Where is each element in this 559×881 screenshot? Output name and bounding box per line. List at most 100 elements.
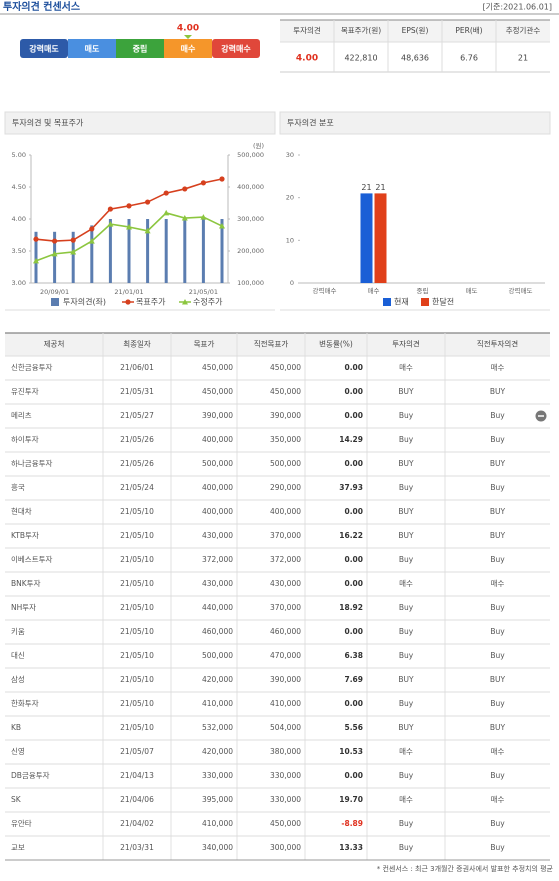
table-cell: 400,000 [202,435,233,444]
table-cell: Buy [490,651,505,660]
table-header: 직전투자의견 [477,339,518,349]
table-cell: BUY [398,387,414,396]
bar [201,219,205,283]
summary-value: 6.76 [460,54,478,63]
table-cell: 450,000 [270,363,301,372]
y-tick-label: 3.00 [12,279,26,287]
legend-label: 목표주가 [136,298,166,307]
table-cell: 매수 [399,579,413,588]
summary-header: 투자의견 [293,25,321,35]
table-cell: 390,000 [270,411,301,420]
legend-label: 현재 [394,298,409,307]
bar [360,193,373,283]
bar [108,219,112,283]
bar [53,231,57,283]
rating-label: 매도 [85,44,100,54]
y2-tick-label: 300,000 [237,215,264,223]
table-cell: BUY [398,723,414,732]
table-cell: 0.00 [344,459,363,468]
page-title: 투자의견 컨센서스 [3,0,80,13]
x-tick-label: 21/01/01 [114,288,143,296]
table-cell: 460,000 [270,627,301,636]
table-cell: Buy [490,555,505,564]
table-cell: 0.00 [344,555,363,564]
table-header: 최종일자 [123,339,151,349]
table-cell: 21/05/10 [120,723,154,732]
table-cell: 13.33 [339,843,363,852]
point [89,226,95,232]
table-cell: Buy [399,555,414,564]
table-cell: 420,000 [202,675,233,684]
bar [164,219,168,283]
table-cell: 21/05/10 [120,651,154,660]
bar [90,225,94,283]
y-tick-label: 3.50 [12,247,26,255]
table-cell: 400,000 [202,507,233,516]
table-cell: 330,000 [202,771,233,780]
table-cell: 14.29 [339,435,363,444]
x-tick-label: 매수 [368,287,380,295]
point [182,186,188,192]
table-cell: 0.00 [344,363,363,372]
table-cell: NH투자 [11,603,36,612]
summary-value: 4.00 [296,54,318,64]
table-cell: 현대차 [11,507,32,516]
table-cell: 21/05/10 [120,579,154,588]
point [181,215,188,221]
table-cell: 한화투자 [11,699,39,708]
point [70,237,76,243]
table-cell: 21/04/02 [120,819,154,828]
table-cell: Buy [490,771,505,780]
table-cell: 메리츠 [11,411,32,420]
table-cell: 삼성 [11,674,25,684]
table-cell: 300,000 [270,843,301,852]
table-cell: 410,000 [202,699,233,708]
table-cell: BUY [398,459,414,468]
x-tick-label: 매도 [466,287,478,295]
table-cell: 흥국 [11,482,25,492]
panel-head [4,111,276,135]
table-cell: 450,000 [202,363,233,372]
point [163,209,170,216]
table-cell: 330,000 [270,771,301,780]
x-tick-label: 20/09/01 [40,288,69,296]
table-cell: BUY [398,531,414,540]
point [70,248,77,255]
y-tick-label: 10 [286,236,294,244]
table-cell: 하나금융투자 [11,458,52,468]
table-cell: 370,000 [270,531,301,540]
y2-tick-label: 200,000 [237,247,264,255]
table-cell: 0.00 [344,699,363,708]
table-cell: 0.00 [344,627,363,636]
legend-marker [125,299,131,305]
table-cell: 매수 [491,579,505,588]
rating-segment [116,39,164,58]
point [107,221,114,227]
table-cell: Buy [490,435,505,444]
table-cell: 0.00 [344,579,363,588]
table-cell: 21/05/26 [120,459,154,468]
legend-swatch [383,298,391,306]
y-tick-label: 30 [286,151,294,159]
table-cell: 21/05/10 [120,555,154,564]
y2-tick-label: 100,000 [237,279,264,287]
table-cell: 6.38 [344,651,363,660]
table-cell: Buy [490,843,505,852]
table-cell: 21/04/06 [120,795,154,804]
rating-pointer [184,35,192,39]
bar [146,219,150,283]
table-cell: 500,000 [202,459,233,468]
table-cell: BUY [490,459,506,468]
panel-head [279,111,551,135]
data-label: 21 [375,183,385,192]
table-cell: 400,000 [202,483,233,492]
table-cell: 매수 [491,363,505,372]
point [145,199,151,205]
table-cell: BUY [490,531,506,540]
table-cell: 매수 [399,795,413,804]
table-cell: KB [11,723,21,732]
table-cell: 21/05/31 [120,387,154,396]
table-cell: Buy [399,819,414,828]
table-cell: 21/05/26 [120,435,154,444]
point [33,236,39,242]
